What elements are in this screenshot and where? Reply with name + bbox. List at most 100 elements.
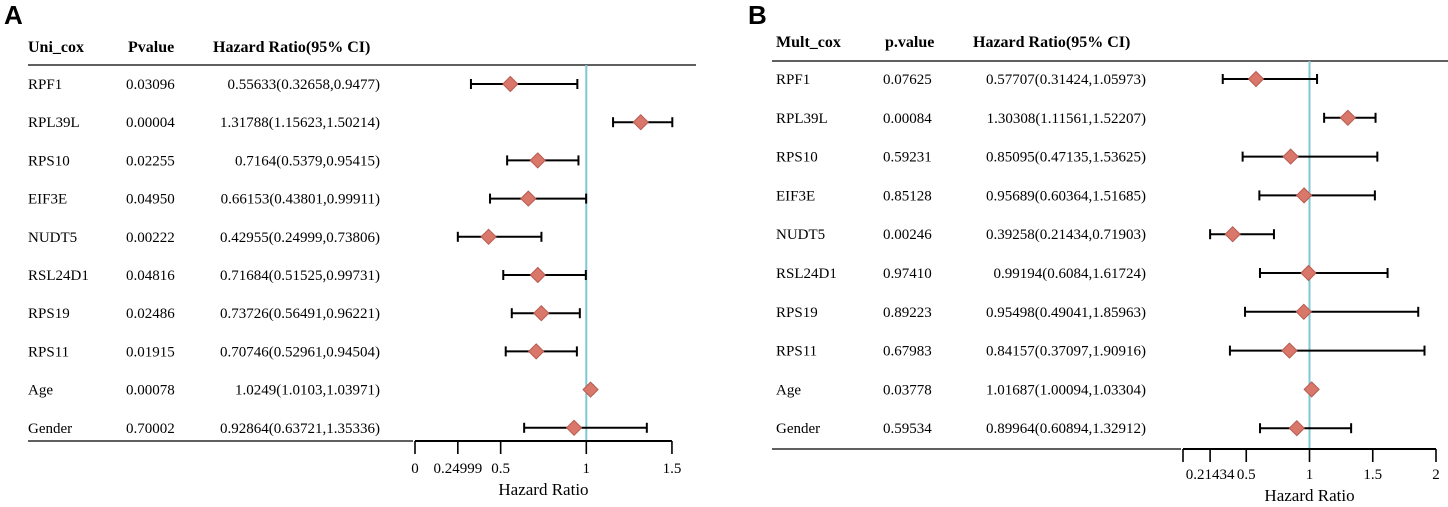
p-value: 0.07625 xyxy=(883,72,932,88)
p-value: 0.01915 xyxy=(126,344,175,360)
variable-label: Age xyxy=(776,382,801,398)
hazard-ratio-text: 0.70746(0.52961,0.94504) xyxy=(220,344,380,360)
variable-label: RPS19 xyxy=(28,306,70,322)
variable-label: RPS11 xyxy=(28,344,69,360)
hazard-ratio-text: 1.30308(1.11561,1.52207) xyxy=(987,111,1146,127)
table-row: RPF1 0.03096 0.55633(0.32658,0.9477) xyxy=(28,75,579,93)
hazard-ratio-marker xyxy=(529,152,546,169)
p-value: 0.00084 xyxy=(883,111,932,127)
hazard-ratio-text: 0.84157(0.37097,1.90916) xyxy=(986,344,1146,360)
hazard-ratio-text: 0.89964(0.60894,1.32912) xyxy=(986,421,1146,437)
hazard-ratio-text: 0.92864(0.63721,1.35336) xyxy=(220,421,380,437)
table-row: RPS11 0.67983 0.84157(0.37097,1.90916) xyxy=(776,342,1426,360)
hazard-ratio-marker xyxy=(1300,264,1317,282)
forest-panel-b: B Mult_cox p.value Hazard Ratio(95% CI) RPF1… xyxy=(748,0,1448,505)
table-row: RSL24D1 0.97410 0.99194(0.6084,1.61724) xyxy=(776,264,1389,282)
p-value: 0.85128 xyxy=(883,188,932,204)
x-tick-label: 2 xyxy=(1432,467,1440,483)
variable-label: RSL24D1 xyxy=(28,268,89,284)
hazard-ratio-text: 0.66153(0.43801,0.99911) xyxy=(221,192,380,208)
variable-label: NUDT5 xyxy=(28,230,77,246)
table-row: NUDT5 0.00246 0.39258(0.21434,0.71903) xyxy=(776,225,1275,243)
panel-label: B xyxy=(748,0,767,30)
p-value: 0.00222 xyxy=(126,230,175,246)
variable-label: RPS11 xyxy=(776,344,817,360)
table-row: RPS11 0.01915 0.70746(0.52961,0.94504) xyxy=(28,343,578,360)
x-tick-label: 0.5 xyxy=(491,461,510,477)
x-axis: 0.21434 0.5 1 1.5 2 Hazard Ratio xyxy=(1182,448,1440,505)
hazard-ratio-marker xyxy=(1295,303,1313,321)
hazard-ratio-marker xyxy=(480,228,497,246)
x-axis-title: Hazard Ratio xyxy=(498,480,588,499)
table-row: RPS10 0.02255 0.7164(0.5379,0.95415) xyxy=(28,152,580,169)
hazard-ratio-marker xyxy=(1282,148,1299,165)
hazard-ratio-text: 0.99194(0.6084,1.61724) xyxy=(994,266,1147,282)
hazard-ratio-text: 0.42955(0.24999,0.73806) xyxy=(220,230,380,246)
x-tick-label: 0 xyxy=(411,461,419,477)
x-tick-label: 1.5 xyxy=(1363,467,1382,483)
hazard-ratio-marker xyxy=(520,190,537,207)
x-tick-label: 1.5 xyxy=(663,461,682,477)
variable-label: RPF1 xyxy=(28,77,62,93)
variable-label: RPL39L xyxy=(776,111,828,127)
column-header-variable: Uni_cox xyxy=(28,39,84,56)
p-value: 0.00246 xyxy=(883,227,932,243)
table-row: Age 0.00078 1.0249(1.0103,1.03971) xyxy=(28,381,599,399)
hazard-ratio-text: 0.71684(0.51525,0.99731) xyxy=(220,268,380,284)
hazard-ratio-text: 0.85095(0.47135,1.53625) xyxy=(986,150,1146,166)
variable-label: EIF3E xyxy=(28,192,67,208)
table-row: RPS10 0.59231 0.85095(0.47135,1.53625) xyxy=(776,148,1379,166)
hazard-ratio-marker xyxy=(1281,342,1298,359)
x-tick-label: 1 xyxy=(1306,467,1314,483)
p-value: 0.02486 xyxy=(126,306,175,322)
table-row: Gender 0.59534 0.89964(0.60894,1.32912) xyxy=(776,419,1353,437)
table-row: EIF3E 0.04950 0.66153(0.43801,0.99911) xyxy=(28,190,588,208)
x-tick-label: 0.5 xyxy=(1237,467,1256,483)
hazard-ratio-marker xyxy=(527,343,545,360)
p-value: 0.59231 xyxy=(883,150,932,166)
x-axis-title: Hazard Ratio xyxy=(1264,486,1354,505)
hazard-ratio-marker xyxy=(1303,381,1320,398)
p-value: 0.89223 xyxy=(883,305,932,321)
variable-label: RPS19 xyxy=(776,305,818,321)
hazard-ratio-text: 1.31788(1.15623,1.50214) xyxy=(220,115,380,131)
table-row: RPS19 0.89223 0.95498(0.49041,1.85963) xyxy=(776,303,1420,321)
hazard-ratio-text: 0.39258(0.21434,0.71903) xyxy=(986,227,1146,243)
column-header-hazard-ratio: Hazard Ratio(95% CI) xyxy=(213,39,370,56)
variable-label: RSL24D1 xyxy=(776,266,837,282)
p-value: 0.00078 xyxy=(126,383,175,399)
table-row: Gender 0.70002 0.92864(0.63721,1.35336) xyxy=(28,419,648,437)
forest-panel-a: A Uni_cox Pvalue Hazard Ratio(95% CI) RPF1 0.… xyxy=(4,0,696,499)
table-row: RPL39L 0.00084 1.30308(1.11561,1.52207) xyxy=(776,109,1377,127)
column-header-pvalue: p.value xyxy=(885,34,934,51)
hazard-ratio-marker xyxy=(1288,419,1306,437)
x-tick-label: 1 xyxy=(583,461,591,477)
x-tick-label: 0.24999 xyxy=(433,461,482,477)
p-value: 0.03778 xyxy=(883,382,932,398)
variable-label: RPS10 xyxy=(776,150,818,166)
hazard-ratio-text: 0.55633(0.32658,0.9477) xyxy=(228,77,381,93)
variable-label: NUDT5 xyxy=(776,227,825,243)
x-tick-label: 0.21434 xyxy=(1186,467,1235,483)
p-value: 0.03096 xyxy=(126,77,175,93)
column-header-pvalue: Pvalue xyxy=(128,39,174,56)
hazard-ratio-marker xyxy=(502,75,519,93)
p-value: 0.04950 xyxy=(126,192,175,208)
p-value: 0.04816 xyxy=(126,268,175,284)
table-row: NUDT5 0.00222 0.42955(0.24999,0.73806) xyxy=(28,228,543,246)
table-row: RPS19 0.02486 0.73726(0.56491,0.96221) xyxy=(28,304,581,322)
variable-label: EIF3E xyxy=(776,188,815,204)
hazard-ratio-text: 1.01687(1.00094,1.03304) xyxy=(986,382,1146,398)
hazard-ratio-marker xyxy=(533,304,550,322)
hazard-ratio-marker xyxy=(565,419,583,437)
hazard-ratio-text: 0.95689(0.60364,1.51685) xyxy=(986,188,1146,204)
variable-label: Gender xyxy=(28,421,72,437)
p-value: 0.97410 xyxy=(883,266,932,282)
column-header-variable: Mult_cox xyxy=(776,34,841,51)
variable-label: RPS10 xyxy=(28,153,70,169)
panel-label: A xyxy=(4,0,23,30)
variable-label: Age xyxy=(28,383,53,399)
table-row: EIF3E 0.85128 0.95689(0.60364,1.51685) xyxy=(776,187,1376,204)
hazard-ratio-marker xyxy=(1247,70,1265,88)
hazard-ratio-text: 0.73726(0.56491,0.96221) xyxy=(220,306,380,322)
